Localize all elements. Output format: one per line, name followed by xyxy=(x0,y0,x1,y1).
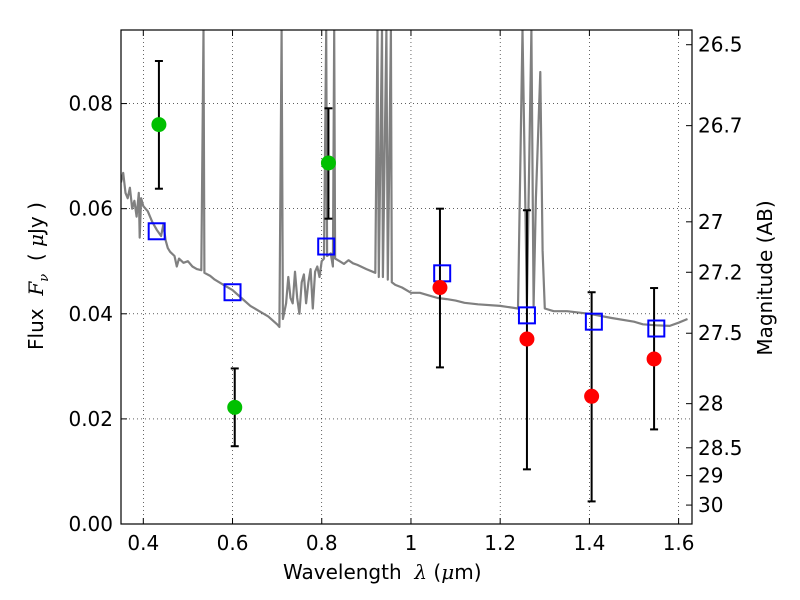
plot-frame xyxy=(120,29,693,525)
y-axis-label-unit-rest: Jy xyxy=(24,216,48,234)
model-photometry-square xyxy=(317,237,336,256)
model-photometry-square xyxy=(584,312,603,331)
nir-detection-point xyxy=(646,351,662,367)
x-tick-label: 1 xyxy=(405,531,418,555)
y-axis-label-symbol: F xyxy=(24,281,48,296)
nir-detection-point xyxy=(519,331,535,347)
optical-detection-point xyxy=(151,117,167,133)
y-tick-label: 0.02 xyxy=(68,407,113,431)
y2-tick-label: 26.7 xyxy=(698,114,743,138)
optical-detection-point xyxy=(320,155,336,171)
model-photometry-square xyxy=(147,222,166,241)
y-axis-label-unit-mu: μ xyxy=(24,233,48,247)
y-tick-label: 0.04 xyxy=(68,302,113,326)
model-photometry-square xyxy=(223,283,242,302)
y-axis-label-text: Flux xyxy=(24,308,48,350)
y2-tick-label: 26.5 xyxy=(698,33,743,57)
spectrum-line xyxy=(121,30,688,328)
x-tick-label: 0.8 xyxy=(306,531,338,555)
x-axis-label-unit-open: ( xyxy=(433,560,442,584)
y-tick-label: 0.08 xyxy=(68,92,113,116)
x-tick-label: 0.6 xyxy=(217,531,249,555)
model-photometry-square xyxy=(517,306,536,325)
y2-tick-label: 30 xyxy=(698,493,723,517)
x-tick-label: 0.4 xyxy=(127,531,159,555)
nir-detection-point xyxy=(584,388,600,404)
optical-detection-point xyxy=(227,399,243,415)
x-axis-label-text: Wavelength xyxy=(283,560,402,584)
y2-tick-label: 27.2 xyxy=(698,260,743,284)
x-axis-label-unit-rest: m) xyxy=(454,560,482,584)
y2-tick-label: 27.5 xyxy=(698,321,743,345)
x-axis-label: Wavelength λ (μm) xyxy=(283,560,482,584)
y2-tick-label: 28.5 xyxy=(698,436,743,460)
nir-detection-point xyxy=(432,280,448,296)
x-tick-label: 1.4 xyxy=(573,531,605,555)
model-photometry-square xyxy=(433,264,452,283)
x-tick-label: 1.2 xyxy=(484,531,516,555)
y-axis-label-unit-close: ) xyxy=(24,202,48,210)
y-tick-label: 0.00 xyxy=(68,512,113,536)
x-tick-label: 1.6 xyxy=(663,531,695,555)
y-axis-label: Flux Fν ( μJy ) xyxy=(24,176,52,376)
y2-tick-label: 27 xyxy=(698,210,723,234)
y-tick-label: 0.06 xyxy=(68,197,113,221)
y-axis-label-subscript: ν xyxy=(37,273,52,282)
y-axis-label-unit-open: ( xyxy=(24,253,48,262)
model-photometry-square xyxy=(647,319,666,338)
y2-tick-label: 29 xyxy=(698,464,723,488)
x-axis-label-symbol: λ xyxy=(414,560,428,584)
x-axis-label-unit-mu: μ xyxy=(441,560,455,584)
y2-tick-label: 28 xyxy=(698,392,723,416)
y2-axis-label: Magnitude (AB) xyxy=(753,200,777,356)
